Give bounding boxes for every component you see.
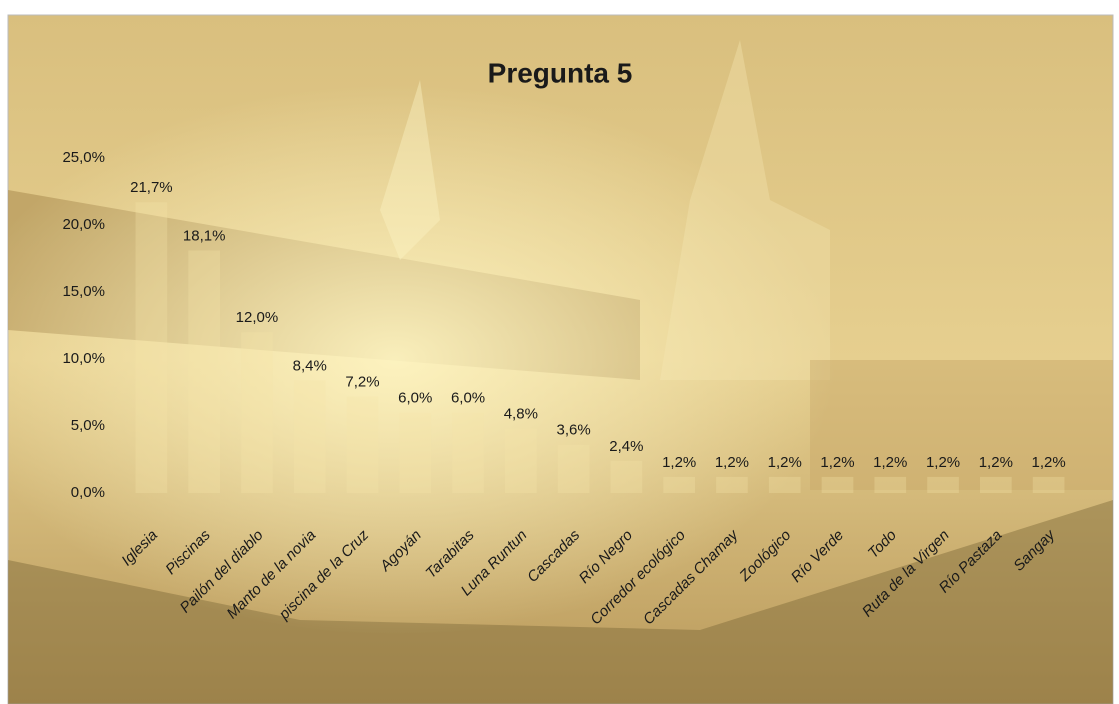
bar <box>980 476 1012 493</box>
value-label: 1,2% <box>662 454 696 471</box>
bar <box>557 444 590 493</box>
value-label: 3,6% <box>557 422 591 439</box>
value-label: 1,2% <box>926 454 960 471</box>
bar <box>716 476 748 493</box>
value-label: 21,7% <box>130 179 173 196</box>
value-label: 1,2% <box>768 454 802 471</box>
bar <box>821 476 854 493</box>
value-label: 8,4% <box>293 357 327 374</box>
bar <box>663 476 695 493</box>
chart-title: Pregunta 5 <box>488 57 633 88</box>
value-label: 6,0% <box>398 390 432 407</box>
y-tick-label: 0,0% <box>71 484 105 501</box>
value-label: 1,2% <box>873 454 907 471</box>
value-label: 18,1% <box>183 227 226 244</box>
value-label: 2,4% <box>609 438 643 455</box>
bar <box>927 476 959 493</box>
bar <box>1032 476 1065 493</box>
value-label: 4,8% <box>504 406 538 423</box>
y-tick-label: 25,0% <box>62 149 105 166</box>
value-label: 1,2% <box>1032 454 1066 471</box>
bar <box>135 202 168 493</box>
bar <box>241 332 273 493</box>
bar <box>505 428 537 493</box>
bar <box>293 380 326 493</box>
y-tick-label: 10,0% <box>62 350 105 367</box>
value-label: 7,2% <box>345 373 379 390</box>
y-tick-label: 5,0% <box>71 417 105 434</box>
value-label: 6,0% <box>451 390 485 407</box>
bar <box>874 476 907 493</box>
value-label: 1,2% <box>820 454 854 471</box>
bar <box>452 412 484 493</box>
bar <box>188 250 220 493</box>
bar <box>610 460 643 493</box>
background <box>7 14 1114 704</box>
value-label: 1,2% <box>979 454 1013 471</box>
value-label: 12,0% <box>236 309 279 326</box>
bar <box>346 396 379 493</box>
bar <box>768 476 801 493</box>
y-tick-label: 15,0% <box>62 283 105 300</box>
value-label: 1,2% <box>715 454 749 471</box>
bar <box>399 412 432 493</box>
y-tick-label: 20,0% <box>62 216 105 233</box>
